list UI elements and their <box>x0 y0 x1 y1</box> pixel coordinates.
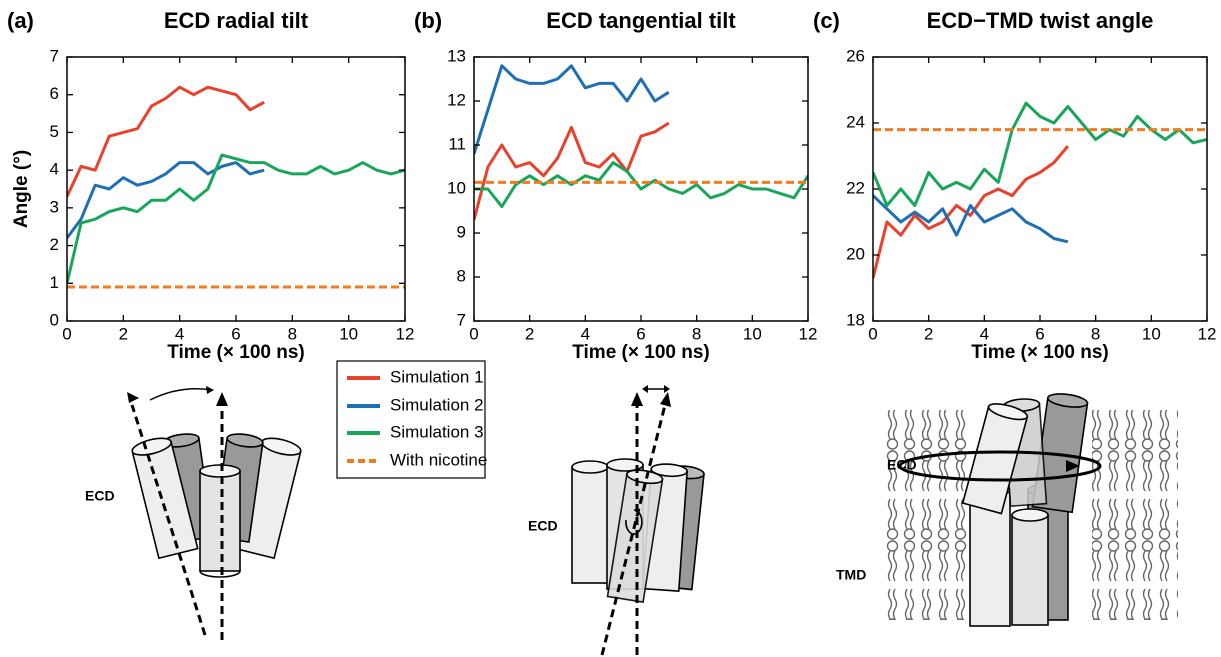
diagram-radial-tilt: ECD <box>85 386 302 640</box>
x-tick-label: 6 <box>1035 324 1044 343</box>
diagram-twist: ECD TMD <box>836 393 1178 627</box>
panel-label: (a) <box>7 8 34 33</box>
series-line <box>474 121 670 221</box>
y-tick-label: 6 <box>50 84 59 103</box>
y-tick-label: 13 <box>447 46 466 65</box>
x-tick-label: 8 <box>288 324 297 343</box>
diagram-tangential-tilt: ECD <box>528 385 705 656</box>
x-tick-label: 2 <box>924 324 933 343</box>
x-tick-label: 0 <box>868 324 877 343</box>
x-tick-label: 0 <box>62 324 71 343</box>
legend-label: With nicotine <box>390 450 487 469</box>
series-line <box>474 161 808 209</box>
diagram-label: ECD <box>528 518 558 534</box>
x-tick-label: 2 <box>119 324 128 343</box>
series-line <box>474 64 670 155</box>
x-tick-label: 6 <box>231 324 240 343</box>
plot-area <box>67 85 405 289</box>
x-tick-label: 2 <box>525 324 534 343</box>
y-tick-label: 7 <box>50 46 59 65</box>
x-tick-label: 12 <box>396 324 415 343</box>
diagram-label: ECD <box>887 457 917 473</box>
legend-label: Simulation 1 <box>390 367 484 386</box>
x-tick-label: 4 <box>581 324 590 343</box>
diagram-label: TMD <box>836 567 866 583</box>
y-tick-label: 5 <box>50 122 59 141</box>
x-tick-label: 12 <box>1198 324 1217 343</box>
x-tick-label: 4 <box>175 324 184 343</box>
x-tick-label: 4 <box>980 324 989 343</box>
series-line <box>67 85 265 198</box>
panel: (c) ECD−TMD twist angle Time (× 100 ns) 18 2… <box>813 8 1216 363</box>
y-tick-label: 1 <box>50 273 59 292</box>
x-axis-label: Time (× 100 ns) <box>572 342 709 363</box>
y-tick-label: 7 <box>457 310 466 329</box>
panel: (a) ECD radial tilt Time (× 100 ns) Angle (… <box>7 8 414 363</box>
x-axis-label: Time (× 100 ns) <box>971 342 1108 363</box>
series-line <box>67 161 265 239</box>
y-tick-label: 3 <box>50 197 59 216</box>
x-tick-label: 10 <box>743 324 762 343</box>
x-tick-label: 12 <box>799 324 818 343</box>
y-tick-label: 12 <box>447 90 466 109</box>
diagram-label: ECD <box>85 488 115 504</box>
y-tick-label: 0 <box>50 310 59 329</box>
y-tick-label: 11 <box>448 134 466 153</box>
y-tick-label: 26 <box>846 46 865 65</box>
x-tick-label: 0 <box>469 324 478 343</box>
y-tick-label: 22 <box>846 178 865 197</box>
x-axis-label: Time (× 100 ns) <box>167 342 304 363</box>
x-tick-label: 8 <box>1091 324 1100 343</box>
y-tick-label: 4 <box>50 160 59 179</box>
y-tick-label: 20 <box>846 244 865 263</box>
series-line <box>873 194 1069 244</box>
plot-area <box>474 64 808 221</box>
y-tick-label: 24 <box>846 112 865 131</box>
series-line <box>67 153 405 284</box>
panel-label: (c) <box>813 8 840 33</box>
y-tick-label: 18 <box>846 310 865 329</box>
series-line <box>873 101 1207 207</box>
chart-title: ECD tangential tilt <box>546 8 736 33</box>
chart-title: ECD−TMD twist angle <box>927 8 1154 33</box>
y-axis-label: Angle (°) <box>11 150 32 228</box>
y-tick-label: 9 <box>457 222 466 241</box>
plot-area <box>873 101 1207 279</box>
y-tick-label: 2 <box>50 235 59 254</box>
legend: Simulation 1 Simulation 2 Simulation 3 W… <box>336 360 487 479</box>
legend-label: Simulation 2 <box>390 395 484 414</box>
legend-label: Simulation 3 <box>390 422 484 441</box>
legend-box <box>336 360 486 479</box>
x-tick-label: 6 <box>636 324 645 343</box>
y-tick-label: 10 <box>447 178 466 197</box>
series-line <box>873 145 1069 279</box>
panel: (b) ECD tangential tilt Time (× 100 ns) 7 8 9… <box>414 8 817 363</box>
x-tick-label: 10 <box>339 324 358 343</box>
chart-title: ECD radial tilt <box>164 8 309 33</box>
x-tick-label: 10 <box>1142 324 1161 343</box>
x-tick-label: 8 <box>692 324 701 343</box>
y-tick-label: 8 <box>457 266 466 285</box>
panel-label: (b) <box>414 8 442 33</box>
